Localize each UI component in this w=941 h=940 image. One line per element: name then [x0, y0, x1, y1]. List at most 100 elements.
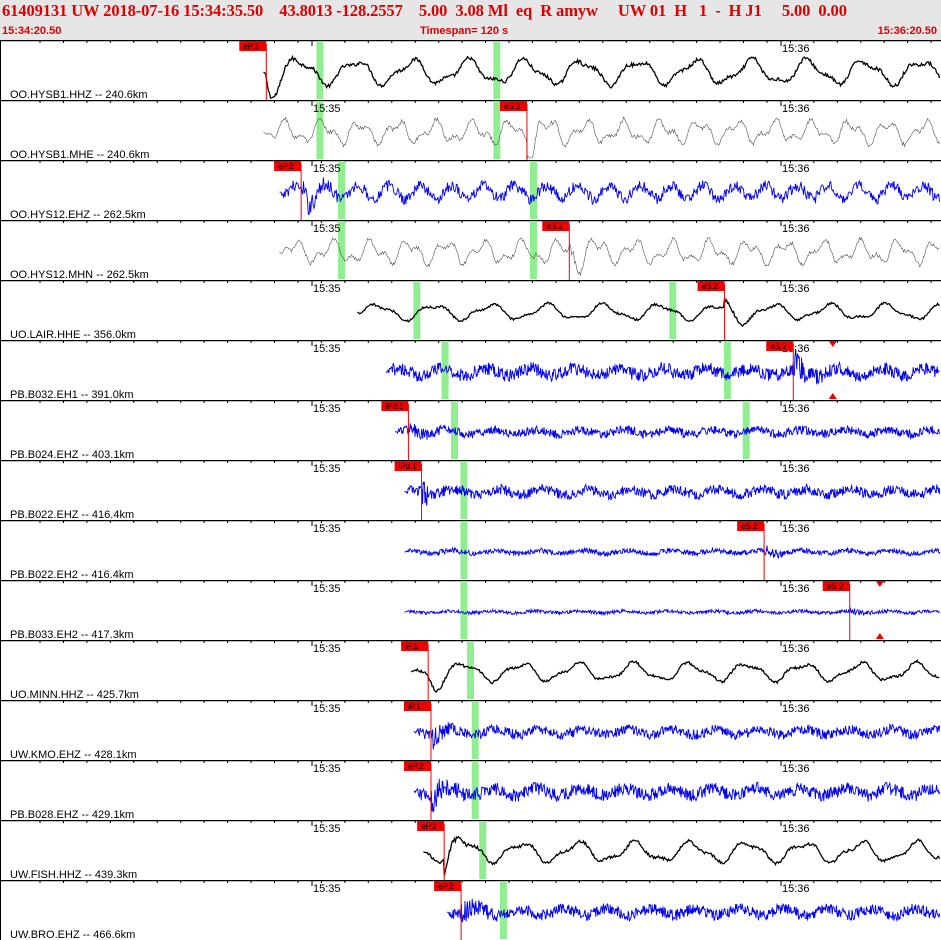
time-tick-label: 15:35	[313, 223, 341, 235]
pick-flag[interactable]	[822, 581, 850, 591]
pick-label: iPd.1	[399, 462, 418, 471]
channel-label: OO.HYS12.EHZ -- 262.5km	[10, 209, 146, 220]
time-window-marker[interactable]	[530, 161, 538, 219]
time-window-marker[interactable]	[471, 701, 479, 759]
seismogram-panels[interactable]: 15:36 eP.2 OO.HYSB1.HHZ -- 240.6km 15:35 15:…	[0, 40, 941, 940]
channel-label: PB.B022.EH2 -- 416.4km	[10, 569, 134, 580]
time-tick-label: 15:36	[782, 103, 810, 115]
time-window-marker[interactable]	[441, 341, 449, 399]
pick-label: eS.2	[504, 102, 521, 111]
pick-label: eS.2	[741, 522, 758, 531]
channel-panel[interactable]: 15:35 15:36 eP.2 PB.B028.EHZ -- 429.1km	[0, 760, 941, 820]
time-tick-label: 15:35	[313, 763, 341, 775]
time-tick-label: 15:36	[782, 223, 810, 235]
pick-flag[interactable]	[417, 821, 445, 831]
time-window-marker[interactable]	[413, 281, 421, 339]
time-window-marker[interactable]	[338, 161, 346, 219]
time-window-marker[interactable]	[493, 41, 501, 99]
pick-label: eP.2	[408, 762, 424, 771]
amplitude-marker-top[interactable]	[875, 581, 884, 587]
channel-panel[interactable]: 15:35 15:36 eS.2 OO.HYSB1.MHE -- 240.6km	[0, 100, 941, 160]
pick-flag[interactable]	[403, 761, 431, 771]
time-tick-label: 15:36	[782, 43, 810, 55]
pick-flag[interactable]	[403, 701, 431, 711]
time-tick-label: 15:35	[313, 283, 341, 295]
pick-flag[interactable]	[434, 881, 462, 891]
time-window-marker[interactable]	[493, 101, 501, 159]
time-tick-label: 15:35	[313, 823, 341, 835]
channel-panel[interactable]: 15:35 15:36 iP.1 UW.KMO.EHZ -- 428.1km	[0, 700, 941, 760]
channel-label: OO.HYS12.MHN -- 262.5km	[10, 269, 149, 280]
time-tick-label: 15:35	[313, 403, 341, 415]
channel-label: OO.HYSB1.MHE -- 240.6km	[10, 149, 149, 160]
time-window-marker[interactable]	[499, 881, 507, 939]
pick-flag[interactable]	[499, 101, 527, 111]
channel-panel[interactable]: 15:35 15:36 eS.2 UO.LAIR.HHE -- 356.0km	[0, 280, 941, 340]
channel-panel[interactable]: 15:35 15:36 eS.2 PB.B022.EH2 -- 416.4km	[0, 520, 941, 580]
pick-flag[interactable]	[381, 401, 409, 411]
waveform-trace	[413, 778, 941, 813]
time-tick-label: 15:36	[782, 523, 810, 535]
amplitude-marker-bottom[interactable]	[875, 633, 884, 639]
pick-label: eP.2	[421, 822, 437, 831]
time-tick-label: 15:36	[782, 163, 810, 175]
time-tick-label: 15:36	[782, 283, 810, 295]
waveform-trace	[263, 116, 940, 159]
waveform-trace	[404, 606, 941, 617]
pick-flag[interactable]	[239, 41, 267, 51]
pick-flag[interactable]	[737, 521, 765, 531]
event-summary: 61409131 UW 2018-07-16 15:34:35.50 43.80…	[2, 1, 847, 20]
amplitude-marker-bottom[interactable]	[828, 393, 837, 399]
amplitude-marker-top[interactable]	[828, 341, 837, 347]
pick-flag[interactable]	[542, 221, 570, 231]
waveform-trace	[410, 659, 940, 694]
time-window-marker[interactable]	[723, 341, 731, 399]
channel-panel[interactable]: 15:35 15:36 iPd.1 PB.B024.EHZ -- 403.1km	[0, 400, 941, 460]
waveform-trace	[413, 722, 941, 750]
pick-label: eS.2	[546, 222, 563, 231]
pick-label: eP.2	[278, 162, 294, 171]
time-tick-label: 15:36	[782, 583, 810, 595]
channel-panel[interactable]: 15:35 15:36 eP.2 UW.BRO.EHZ -- 466.6km	[0, 880, 941, 940]
channel-panel[interactable]: 15:35 15:36 eP.2 OO.HYS12.EHZ -- 262.5km	[0, 160, 941, 220]
waveform-trace	[446, 898, 941, 923]
time-tick-label: 15:35	[313, 463, 341, 475]
pick-label: eS.2	[702, 282, 719, 291]
waveform-trace	[423, 835, 941, 876]
time-tick-label: 15:35	[313, 343, 341, 355]
time-window-marker[interactable]	[479, 821, 487, 879]
channel-label: UO.MINN.HHZ -- 425.7km	[10, 689, 139, 700]
time-tick-label: 15:35	[313, 163, 341, 175]
time-window-marker[interactable]	[471, 761, 479, 819]
channel-panel[interactable]: 15:36 eP.2 OO.HYSB1.HHZ -- 240.6km	[0, 40, 941, 100]
pick-flag[interactable]	[394, 461, 422, 471]
waveform-trace	[404, 545, 941, 560]
time-tick-label: 15:36	[782, 823, 810, 835]
time-window-marker[interactable]	[316, 41, 324, 99]
channel-panel[interactable]: 15:35 15:36 iPd.1 PB.B022.EHZ -- 416.4km	[0, 460, 941, 520]
channel-panel[interactable]: 15:35 15:36 eS.2 PB.B033.EH2 -- 417.3km	[0, 580, 941, 640]
pick-flag[interactable]	[401, 641, 429, 651]
time-window-marker[interactable]	[460, 581, 468, 639]
channel-panel[interactable]: 15:35 15:36 eP.2 UW.FISH.HHZ -- 439.3km	[0, 820, 941, 880]
pick-flag[interactable]	[274, 161, 302, 171]
time-window-marker[interactable]	[316, 101, 324, 159]
channel-label: OO.HYSB1.HHZ -- 240.6km	[10, 89, 148, 100]
channel-label: PB.B032.EH1 -- 391.0km	[10, 389, 134, 400]
channel-panel[interactable]: 15:35 15:36 eS.2 OO.HYS12.MHN -- 262.5km	[0, 220, 941, 280]
channel-label: UW.FISH.HHZ -- 439.3km	[10, 869, 137, 880]
time-tick-label: 15:36	[782, 763, 810, 775]
time-window-marker[interactable]	[460, 521, 468, 579]
pick-flag[interactable]	[766, 341, 794, 351]
waveform-trace	[279, 236, 940, 276]
time-window-marker[interactable]	[467, 641, 474, 699]
waveform-trace	[279, 177, 940, 216]
channel-label: PB.B022.EHZ -- 416.4km	[10, 509, 134, 520]
pick-flag[interactable]	[697, 281, 725, 291]
channel-label: PB.B024.EHZ -- 403.1km	[10, 449, 134, 460]
channel-panel[interactable]: 15:35 15:36 iP.1 UO.MINN.HHZ -- 425.7km	[0, 640, 941, 700]
pick-label: eS.2	[827, 582, 844, 591]
time-window-marker[interactable]	[530, 221, 538, 279]
time-window-marker[interactable]	[338, 221, 346, 279]
